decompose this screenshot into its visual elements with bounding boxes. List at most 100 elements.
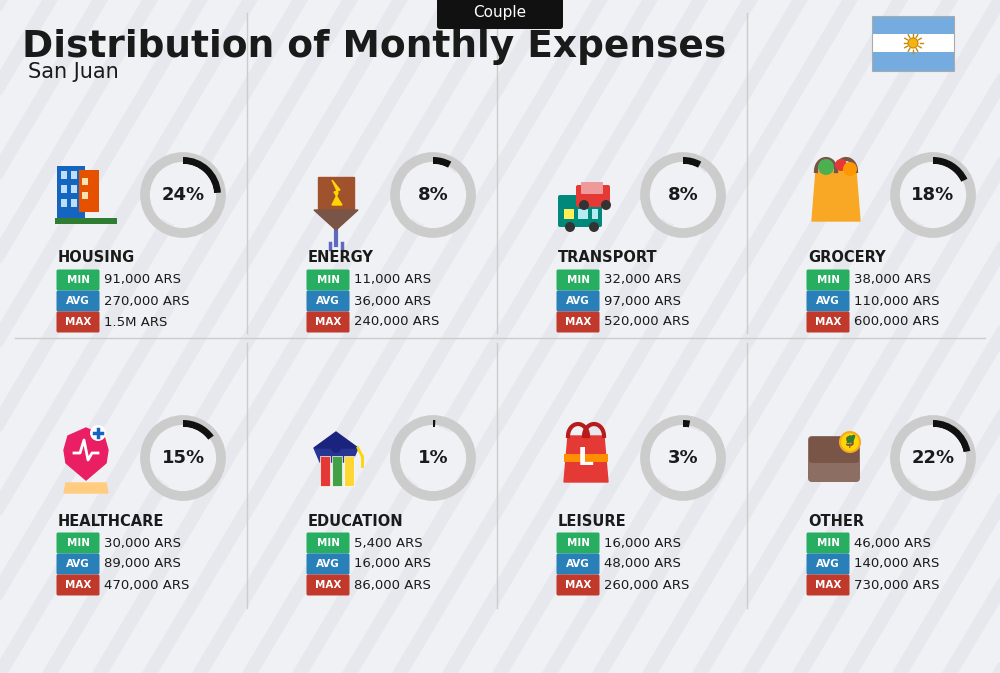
Text: 22%: 22% — [911, 449, 955, 467]
Circle shape — [152, 164, 214, 226]
Circle shape — [902, 164, 964, 226]
Text: San Juan: San Juan — [28, 62, 119, 82]
Text: GROCERY: GROCERY — [808, 250, 886, 266]
Text: $: $ — [845, 435, 855, 449]
Circle shape — [565, 222, 575, 232]
Text: 1.5M ARS: 1.5M ARS — [104, 316, 167, 328]
FancyBboxPatch shape — [320, 456, 330, 486]
Text: 3%: 3% — [668, 449, 698, 467]
Text: 260,000 ARS: 260,000 ARS — [604, 579, 689, 592]
FancyBboxPatch shape — [564, 209, 574, 219]
Polygon shape — [318, 177, 354, 210]
FancyBboxPatch shape — [806, 553, 850, 575]
Text: MIN: MIN — [566, 275, 590, 285]
FancyBboxPatch shape — [806, 269, 850, 291]
Circle shape — [579, 200, 589, 210]
Polygon shape — [812, 171, 860, 221]
Text: 86,000 ARS: 86,000 ARS — [354, 579, 431, 592]
Polygon shape — [64, 428, 108, 480]
Text: 97,000 ARS: 97,000 ARS — [604, 295, 681, 308]
FancyBboxPatch shape — [56, 532, 100, 553]
FancyBboxPatch shape — [872, 15, 954, 34]
FancyBboxPatch shape — [808, 436, 860, 482]
FancyBboxPatch shape — [82, 178, 88, 185]
FancyBboxPatch shape — [809, 437, 859, 463]
Text: 110,000 ARS: 110,000 ARS — [854, 295, 940, 308]
Text: 16,000 ARS: 16,000 ARS — [354, 557, 431, 571]
Circle shape — [843, 162, 857, 176]
Text: 270,000 ARS: 270,000 ARS — [104, 295, 190, 308]
Polygon shape — [564, 436, 608, 482]
Circle shape — [818, 159, 834, 175]
Text: AVG: AVG — [66, 559, 90, 569]
Text: 32,000 ARS: 32,000 ARS — [604, 273, 681, 287]
FancyBboxPatch shape — [556, 269, 600, 291]
FancyBboxPatch shape — [556, 312, 600, 332]
Text: MIN: MIN — [66, 275, 90, 285]
Text: LEISURE: LEISURE — [558, 513, 627, 528]
Circle shape — [840, 432, 860, 452]
Text: AVG: AVG — [816, 296, 840, 306]
Text: 470,000 ARS: 470,000 ARS — [104, 579, 189, 592]
Text: 30,000 ARS: 30,000 ARS — [104, 536, 181, 549]
FancyBboxPatch shape — [61, 185, 67, 193]
Circle shape — [402, 427, 464, 489]
FancyBboxPatch shape — [806, 291, 850, 312]
Text: AVG: AVG — [66, 296, 90, 306]
FancyBboxPatch shape — [872, 34, 954, 52]
Wedge shape — [183, 157, 221, 193]
FancyBboxPatch shape — [437, 0, 563, 29]
Circle shape — [601, 200, 611, 210]
FancyBboxPatch shape — [556, 291, 600, 312]
Circle shape — [652, 427, 714, 489]
Polygon shape — [314, 210, 358, 230]
Text: 38,000 ARS: 38,000 ARS — [854, 273, 931, 287]
Text: 89,000 ARS: 89,000 ARS — [104, 557, 181, 571]
Text: 240,000 ARS: 240,000 ARS — [354, 316, 439, 328]
Text: 46,000 ARS: 46,000 ARS — [854, 536, 931, 549]
FancyBboxPatch shape — [306, 553, 350, 575]
Text: EDUCATION: EDUCATION — [308, 513, 404, 528]
Circle shape — [589, 222, 599, 232]
FancyBboxPatch shape — [592, 209, 598, 219]
FancyBboxPatch shape — [57, 166, 85, 220]
FancyBboxPatch shape — [578, 209, 588, 219]
Text: HEALTHCARE: HEALTHCARE — [58, 513, 164, 528]
Text: MAX: MAX — [565, 580, 591, 590]
Text: MAX: MAX — [65, 317, 91, 327]
FancyBboxPatch shape — [56, 291, 100, 312]
FancyBboxPatch shape — [56, 269, 100, 291]
Wedge shape — [933, 420, 970, 452]
FancyBboxPatch shape — [82, 192, 88, 199]
Text: TRANSPORT: TRANSPORT — [558, 250, 658, 266]
FancyBboxPatch shape — [558, 195, 602, 227]
Text: AVG: AVG — [566, 559, 590, 569]
Text: 24%: 24% — [161, 186, 205, 204]
FancyBboxPatch shape — [306, 291, 350, 312]
Text: 8%: 8% — [668, 186, 698, 204]
FancyBboxPatch shape — [71, 199, 77, 207]
Text: 5,400 ARS: 5,400 ARS — [354, 536, 423, 549]
Text: Couple: Couple — [473, 5, 527, 20]
FancyBboxPatch shape — [56, 575, 100, 596]
Text: 15%: 15% — [161, 449, 205, 467]
Circle shape — [152, 427, 214, 489]
Text: MIN: MIN — [66, 538, 90, 548]
Circle shape — [402, 164, 464, 226]
Text: 11,000 ARS: 11,000 ARS — [354, 273, 431, 287]
FancyBboxPatch shape — [56, 553, 100, 575]
Text: MAX: MAX — [315, 317, 341, 327]
Text: MAX: MAX — [815, 580, 841, 590]
Text: OTHER: OTHER — [808, 513, 864, 528]
Text: 18%: 18% — [911, 186, 955, 204]
Circle shape — [902, 427, 964, 489]
FancyBboxPatch shape — [306, 532, 350, 553]
FancyBboxPatch shape — [806, 575, 850, 596]
Text: 140,000 ARS: 140,000 ARS — [854, 557, 939, 571]
FancyBboxPatch shape — [556, 575, 600, 596]
FancyBboxPatch shape — [306, 575, 350, 596]
Text: HOUSING: HOUSING — [58, 250, 135, 266]
FancyBboxPatch shape — [872, 52, 954, 71]
FancyBboxPatch shape — [344, 456, 354, 486]
Text: MAX: MAX — [815, 317, 841, 327]
